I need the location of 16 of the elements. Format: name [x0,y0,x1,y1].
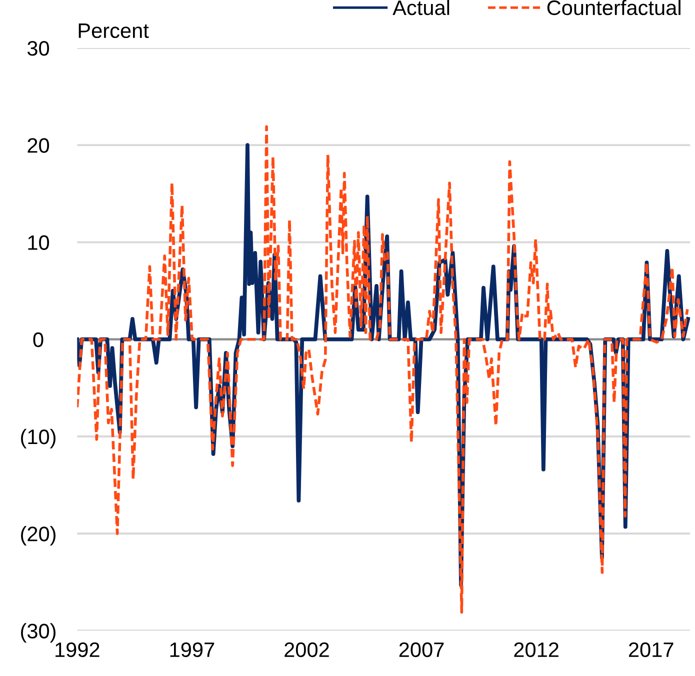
x-tick-label: 2017 [628,642,674,658]
x-tick-label: 2002 [284,642,329,658]
x-tick-label: 2012 [514,642,558,658]
y-tick-label: 0 [33,332,44,348]
legend-label: Counterfactual [547,0,680,16]
y-tick-label: (30) [21,623,56,643]
y-tick-label: 20 [28,138,50,153]
x-tick-label: 1997 [170,642,214,658]
y-tick-label: 30 [27,40,50,56]
y-axis-title: Percent [78,24,149,38]
x-tick-label: 2007 [399,642,444,658]
y-tick-label: (20) [21,526,56,546]
legend-label: Actual [392,0,450,16]
y-tick-label: 10 [28,235,50,250]
y-tick-label: (10) [21,428,56,448]
x-tick-label: 1992 [56,642,100,658]
